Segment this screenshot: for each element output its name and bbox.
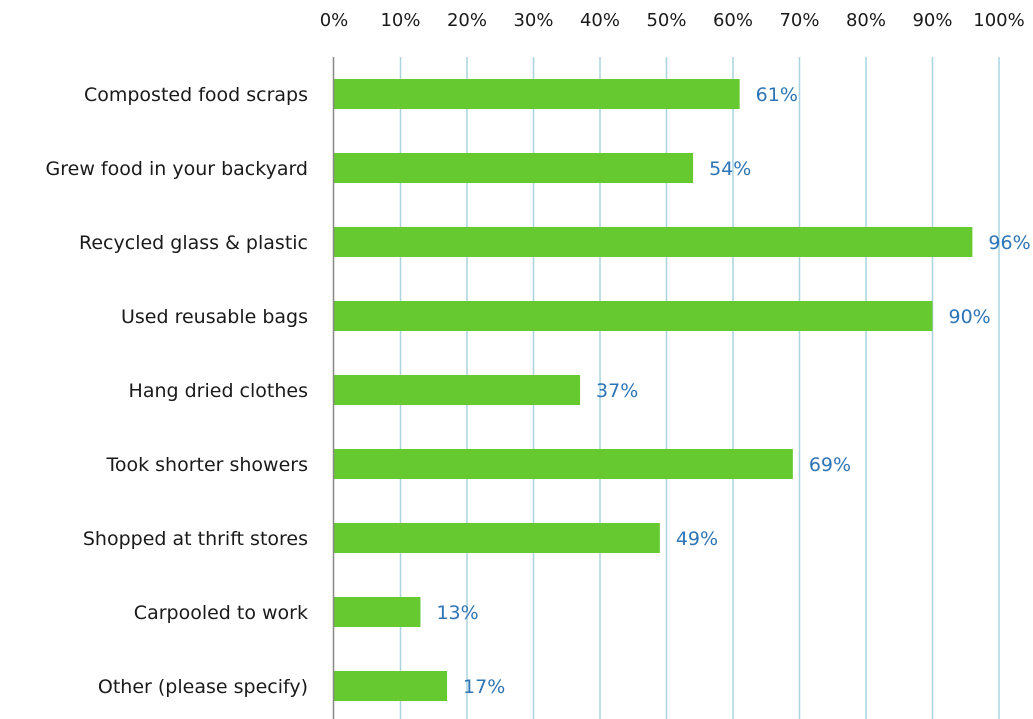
data-label: 17% (463, 676, 505, 698)
bars (334, 79, 973, 701)
category-label: Shopped at thrift stores (83, 528, 308, 550)
bar (334, 153, 694, 183)
category-label: Took shorter showers (105, 454, 308, 476)
x-tick-label: 80% (846, 10, 886, 31)
category-label: Other (please specify) (98, 676, 308, 698)
data-label: 90% (949, 306, 991, 328)
x-tick-label: 60% (713, 10, 753, 31)
category-label: Used reusable bags (121, 306, 308, 328)
category-label: Carpooled to work (134, 602, 308, 624)
x-tick-label: 10% (380, 10, 420, 31)
data-label: 37% (596, 380, 638, 402)
data-label: 96% (988, 232, 1030, 254)
x-tick-label: 0% (320, 10, 349, 31)
bar (334, 227, 973, 257)
bar (334, 449, 793, 479)
bar (334, 79, 740, 109)
x-axis-ticks: 0% 10% 20% 30% 40% 50% 60% 70% 80% 90% 100% (320, 10, 1025, 31)
x-tick-label: 100% (973, 10, 1024, 31)
x-tick-label: 70% (779, 10, 819, 31)
bar (334, 301, 933, 331)
x-tick-label: 50% (646, 10, 686, 31)
category-label: Grew food in your backyard (46, 158, 308, 180)
data-label: 61% (756, 84, 798, 106)
bar (334, 523, 660, 553)
category-label: Composted food scraps (84, 84, 308, 106)
bar (334, 375, 581, 405)
category-label: Recycled glass & plastic (79, 232, 308, 254)
data-labels: 61% 54% 96% 90% 37% 69% 49% 13% 17% (436, 84, 1030, 698)
data-label: 13% (436, 602, 478, 624)
data-label: 54% (709, 158, 751, 180)
x-tick-label: 40% (580, 10, 620, 31)
x-tick-label: 30% (513, 10, 553, 31)
category-label: Hang dried clothes (129, 380, 308, 402)
bar (334, 671, 448, 701)
x-tick-label: 90% (912, 10, 952, 31)
data-label: 49% (676, 528, 718, 550)
bar (334, 597, 421, 627)
x-tick-label: 20% (447, 10, 487, 31)
data-label: 69% (809, 454, 851, 476)
category-labels: Composted food scraps Grew food in your b… (46, 84, 308, 698)
